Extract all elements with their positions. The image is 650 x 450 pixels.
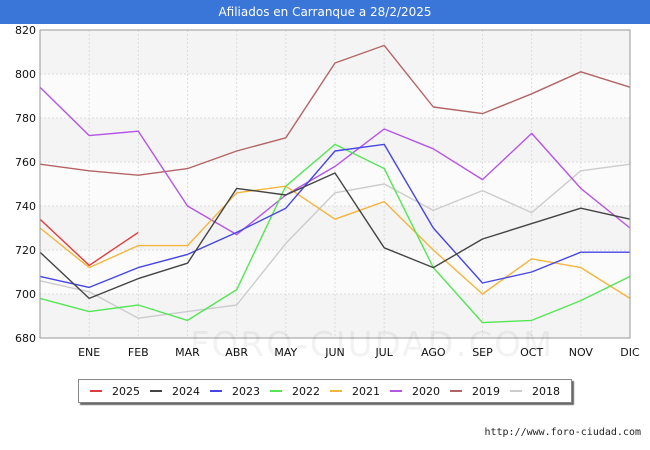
legend-label: 2024 <box>172 384 200 398</box>
x-tick-label: ABR <box>225 346 248 359</box>
watermark: FORO-CIUDAD.COM <box>190 325 555 365</box>
legend-swatch <box>210 390 222 392</box>
x-tick-label: MAY <box>274 346 297 359</box>
legend-item-2025: 2025 <box>90 385 140 398</box>
x-tick-label: JUL <box>374 346 393 359</box>
legend-item-2021: 2021 <box>330 385 380 398</box>
legend-item-2024: 2024 <box>150 385 200 398</box>
y-tick-label: 820 <box>15 24 36 37</box>
plot-border <box>39 29 631 339</box>
x-tick-label: ENE <box>78 346 100 359</box>
legend-label: 2020 <box>412 384 440 398</box>
x-tick-label: DIC <box>620 346 640 359</box>
legend-item-2019: 2019 <box>450 385 500 398</box>
x-tick-label: MAR <box>175 346 200 359</box>
series-line-2023 <box>39 143 630 289</box>
series-lines <box>39 44 631 324</box>
x-axis: ENE FEB MAR ABR MAY JUN JUL AGO SEP OCT NOV DIC <box>78 346 640 359</box>
series-line-2022 <box>39 143 631 324</box>
y-tick-label: 740 <box>15 200 36 213</box>
y-tick-label: 780 <box>15 112 36 125</box>
y-tick-label: 700 <box>15 288 36 301</box>
legend-swatch <box>450 390 462 392</box>
legend-item-2022: 2022 <box>270 385 320 398</box>
x-tick-label: JUN <box>324 346 345 359</box>
legend-label: 2019 <box>472 384 500 398</box>
legend-item-2023: 2023 <box>210 385 260 398</box>
series-line-2020 <box>39 86 631 236</box>
series-line-2025 <box>39 218 139 267</box>
x-tick-label: NOV <box>569 346 594 359</box>
series-line-2018 <box>39 163 631 319</box>
legend-label: 2022 <box>292 384 320 398</box>
y-tick-label: 800 <box>15 68 36 81</box>
legend: 2025 2024 2023 2022 2021 2020 2019 2018 <box>78 379 572 403</box>
x-tick-label: OCT <box>520 346 543 359</box>
x-tick-label: AGO <box>421 346 446 359</box>
grid-lines <box>39 29 631 339</box>
series-line-2019 <box>39 44 631 176</box>
y-tick-label: 680 <box>15 332 36 345</box>
x-tick-label: SEP <box>472 346 493 359</box>
legend-label: 2025 <box>112 384 140 398</box>
legend-label: 2021 <box>352 384 380 398</box>
legend-swatch <box>390 390 402 392</box>
legend-swatch <box>90 390 102 392</box>
x-tick-label: FEB <box>128 346 149 359</box>
legend-swatch <box>270 390 282 392</box>
legend-swatch <box>510 390 522 392</box>
y-tick-label: 760 <box>15 156 36 169</box>
y-axis: 680 700 720 740 760 780 800 820 <box>15 24 36 345</box>
y-tick-label: 720 <box>15 244 36 257</box>
legend-item-2020: 2020 <box>390 385 440 398</box>
legend-label: 2018 <box>532 384 560 398</box>
source-note: http://www.foro-ciudad.com <box>484 427 641 438</box>
legend-label: 2023 <box>232 384 260 398</box>
chart-title: Afiliados en Carranque a 28/2/2025 <box>0 0 650 24</box>
legend-swatch <box>150 390 162 392</box>
series-line-2024 <box>39 172 631 300</box>
legend-item-2018: 2018 <box>510 385 560 398</box>
legend-swatch <box>330 390 342 392</box>
series-line-2021 <box>39 185 631 299</box>
